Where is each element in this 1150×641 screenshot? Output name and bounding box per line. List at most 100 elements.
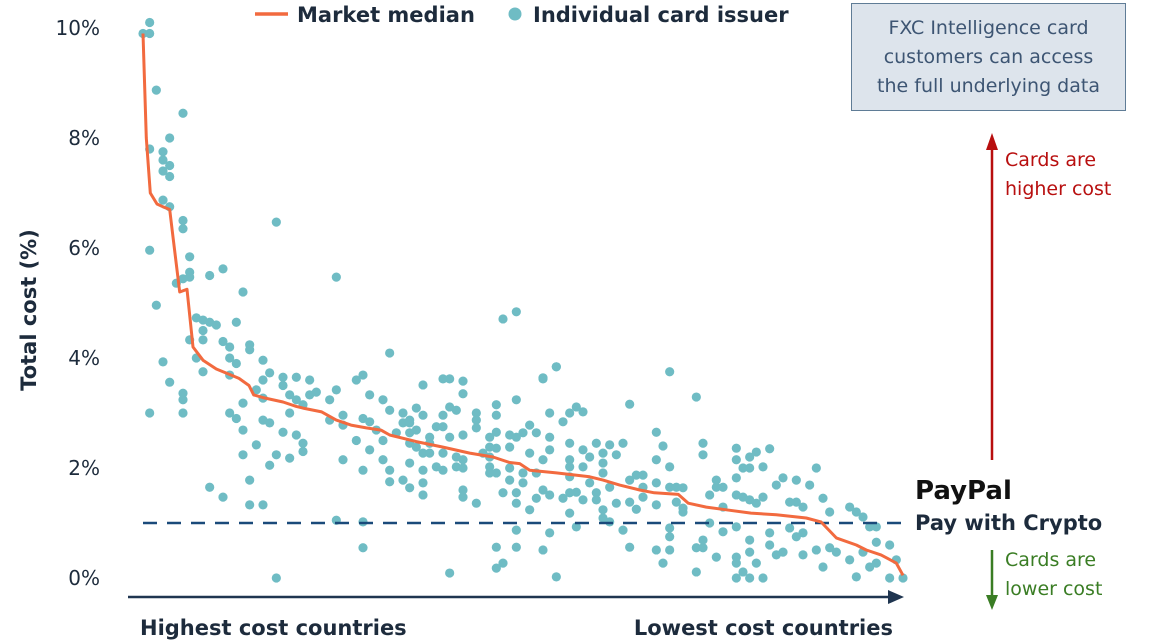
issuer-point: [738, 463, 748, 473]
issuer-point: [365, 417, 375, 427]
issuer-point: [158, 166, 168, 176]
issuer-point: [498, 314, 508, 324]
issuer-point: [385, 465, 395, 475]
issuer-point: [611, 450, 621, 460]
issuer-point: [225, 353, 235, 363]
info-line-3: the full underlying data: [877, 74, 1100, 97]
issuer-point: [585, 452, 595, 462]
issuer-point: [665, 532, 675, 542]
issuer-point: [751, 498, 761, 508]
issuer-point: [231, 317, 241, 327]
issuer-point: [405, 415, 415, 425]
issuer-point: [711, 482, 721, 492]
issuer-point: [398, 408, 408, 418]
issuer-point: [265, 460, 275, 470]
issuer-point: [198, 325, 208, 336]
issuer-point: [665, 523, 675, 533]
higher-cost-line1: Cards are: [1005, 149, 1096, 171]
issuer-point: [258, 500, 268, 510]
issuer-point: [851, 572, 861, 582]
issuer-point: [351, 375, 361, 385]
issuer-point: [151, 85, 161, 95]
issuer-point: [251, 385, 261, 395]
issuer-point: [271, 573, 281, 583]
issuer-point: [158, 155, 168, 165]
issuer-point: [418, 410, 428, 420]
issuer-point: [651, 545, 661, 555]
x-axis-arrowhead: [888, 590, 904, 604]
issuer-point: [418, 490, 428, 500]
y-axis-ticks: 0% 2% 4% 6% 8% 10%: [56, 16, 100, 590]
issuer-point: [278, 372, 288, 382]
issuer-point: [565, 455, 575, 465]
issuer-point: [651, 455, 661, 465]
issuer-point: [785, 497, 795, 507]
pay-with-crypto-label: Pay with Crypto: [915, 511, 1102, 535]
issuer-point: [431, 422, 441, 432]
issuer-point: [225, 342, 235, 352]
issuer-point: [665, 545, 675, 555]
issuer-point: [165, 160, 175, 171]
issuer-point: [305, 375, 315, 385]
issuer-point: [225, 408, 235, 418]
issuer-point: [598, 458, 608, 468]
issuer-point: [325, 395, 335, 405]
issuer-point: [531, 493, 541, 503]
issuer-point: [598, 468, 608, 478]
issuer-point: [565, 508, 575, 518]
issuer-point: [625, 475, 635, 485]
issuer-point: [331, 272, 341, 282]
issuer-point: [518, 428, 528, 438]
issuer-point: [445, 374, 455, 384]
issuer-point: [811, 463, 821, 473]
issuer-point: [365, 445, 375, 455]
issuer-point: [758, 492, 768, 502]
issuer-point: [438, 410, 448, 420]
issuer-point: [718, 482, 728, 492]
issuer-point: [265, 368, 275, 378]
issuer-point: [178, 388, 188, 398]
issuer-point: [158, 195, 168, 205]
issuer-point: [265, 418, 275, 428]
issuer-point: [258, 355, 268, 365]
y-axis-label: Total cost (%): [17, 229, 41, 391]
issuer-point: [365, 390, 375, 400]
issuer-point: [418, 380, 428, 390]
issuer-point: [518, 468, 528, 478]
issuer-point: [651, 478, 661, 488]
issuer-point: [738, 567, 748, 577]
issuer-point: [205, 270, 215, 281]
issuer-point: [411, 442, 421, 452]
issuer-point: [665, 462, 675, 472]
issuer-point: [165, 377, 175, 387]
issuer-point: [385, 477, 395, 487]
issuer-point: [438, 448, 448, 458]
issuer-point: [731, 522, 741, 532]
issuer-point: [358, 543, 368, 553]
issuer-point: [631, 470, 641, 480]
info-line-1: FXC Intelligence card: [888, 16, 1089, 39]
issuer-point: [425, 448, 435, 458]
issuer-point: [378, 395, 388, 405]
issuer-point: [491, 400, 501, 410]
issuer-point: [178, 408, 188, 418]
issuer-point: [731, 443, 741, 453]
issuer-point: [271, 217, 281, 227]
issuer-point: [538, 455, 548, 465]
issuer-point: [491, 468, 501, 478]
issuer-point: [718, 527, 728, 537]
issuer-point: [745, 573, 755, 583]
issuer-point: [338, 410, 348, 420]
issuer-point: [785, 523, 795, 533]
issuer-point: [618, 525, 628, 535]
issuer-point: [405, 458, 415, 468]
issuer-point: [558, 493, 568, 503]
issuer-point: [378, 455, 388, 465]
issuer-point: [251, 440, 261, 450]
issuer-point: [871, 558, 881, 568]
issuer-point: [458, 463, 468, 473]
issuer-point: [711, 475, 721, 485]
issuer-point: [491, 410, 501, 420]
issuer-point: [871, 522, 881, 532]
issuer-point: [858, 512, 868, 522]
